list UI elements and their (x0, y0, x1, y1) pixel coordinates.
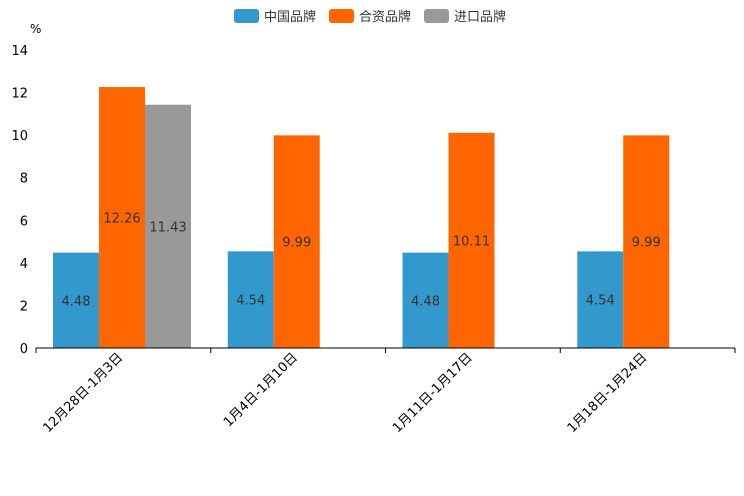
legend-swatch-2 (424, 9, 449, 23)
bars (53, 87, 670, 348)
y-axis-unit-label: % (30, 22, 41, 36)
bar-0-2 (402, 252, 449, 348)
data-label-2-0: 11.43 (149, 220, 186, 235)
data-label-0-1: 4.54 (236, 294, 265, 309)
legend: 中国品牌 合资品牌 进口品牌 (234, 9, 506, 25)
data-label-1-1: 9.99 (282, 236, 311, 251)
legend-label-1: 合资品牌 (359, 9, 411, 25)
y-tick-label: 14 (11, 44, 28, 59)
y-tick-label: 4 (20, 257, 28, 272)
data-label-1-3: 9.99 (632, 236, 661, 251)
legend-label-2: 进口品牌 (454, 9, 506, 25)
y-tick-label: 12 (11, 87, 28, 102)
y-axis-ticks: 0 2 4 6 8 10 12 14 (11, 44, 28, 357)
data-label-1-0: 12.26 (103, 212, 140, 227)
x-tick-label: 1月18日-1月24日 (565, 350, 651, 436)
data-label-0-0: 4.48 (62, 294, 91, 309)
bar-1-2 (448, 132, 495, 348)
legend-swatch-0 (234, 9, 259, 23)
bar-0-0 (53, 252, 99, 348)
bar-1-3 (623, 135, 670, 348)
bar-0-3 (577, 251, 624, 348)
data-label-1-2: 10.11 (453, 234, 490, 249)
x-tick-label: 1月11日-1月17日 (390, 350, 476, 436)
x-tick-label: 1月4日-1月10日 (221, 350, 301, 430)
y-tick-label: 10 (11, 129, 28, 144)
bar-1-0 (99, 87, 145, 348)
y-tick-label: 8 (20, 172, 28, 187)
legend-swatch-1 (329, 9, 354, 23)
data-label-0-3: 4.54 (586, 294, 615, 309)
x-axis-ticks: 12月28日-1月3日 1月4日-1月10日 1月11日-1月17日 1月18日-1月… (35, 348, 736, 436)
y-tick-label: 6 (20, 214, 28, 229)
y-tick-label: 2 (20, 299, 28, 314)
bar-0-1 (227, 251, 274, 348)
data-labels: 4.48 4.54 4.48 4.54 12.26 9.99 10.11 9.99 11.43 (62, 212, 661, 310)
data-label-0-2: 4.48 (411, 294, 440, 309)
y-tick-label: 0 (20, 342, 28, 357)
bar-1-1 (273, 135, 320, 348)
bar-2-0 (145, 104, 191, 348)
x-tick-label: 12月28日-1月3日 (40, 350, 126, 436)
legend-label-0: 中国品牌 (264, 9, 316, 25)
